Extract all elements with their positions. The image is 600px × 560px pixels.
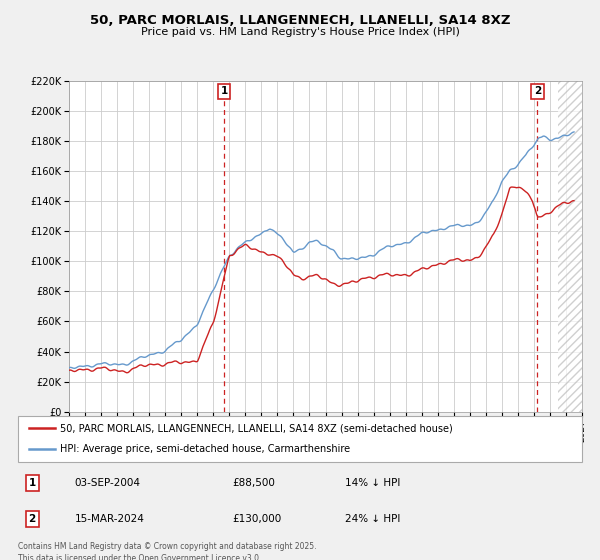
Text: HPI: Average price, semi-detached house, Carmarthenshire: HPI: Average price, semi-detached house,… xyxy=(60,445,350,455)
Text: 50, PARC MORLAIS, LLANGENNECH, LLANELLI, SA14 8XZ (semi-detached house): 50, PARC MORLAIS, LLANGENNECH, LLANELLI,… xyxy=(60,423,453,433)
Text: 15-MAR-2024: 15-MAR-2024 xyxy=(74,515,144,524)
Text: 50, PARC MORLAIS, LLANGENNECH, LLANELLI, SA14 8XZ: 50, PARC MORLAIS, LLANGENNECH, LLANELLI,… xyxy=(90,14,510,27)
Text: 2: 2 xyxy=(28,515,36,524)
Text: Price paid vs. HM Land Registry's House Price Index (HPI): Price paid vs. HM Land Registry's House … xyxy=(140,27,460,37)
Text: This data is licensed under the Open Government Licence v3.0.: This data is licensed under the Open Gov… xyxy=(18,554,262,560)
Text: 2: 2 xyxy=(533,86,541,96)
Text: 1: 1 xyxy=(220,86,227,96)
Text: 1: 1 xyxy=(28,478,36,488)
Text: 03-SEP-2004: 03-SEP-2004 xyxy=(74,478,140,488)
Text: 24% ↓ HPI: 24% ↓ HPI xyxy=(345,515,400,524)
Text: £130,000: £130,000 xyxy=(232,515,281,524)
FancyBboxPatch shape xyxy=(18,416,582,462)
Bar xyxy=(558,81,582,412)
Text: Contains HM Land Registry data © Crown copyright and database right 2025.: Contains HM Land Registry data © Crown c… xyxy=(18,542,317,551)
Text: 14% ↓ HPI: 14% ↓ HPI xyxy=(345,478,400,488)
Text: £88,500: £88,500 xyxy=(232,478,275,488)
